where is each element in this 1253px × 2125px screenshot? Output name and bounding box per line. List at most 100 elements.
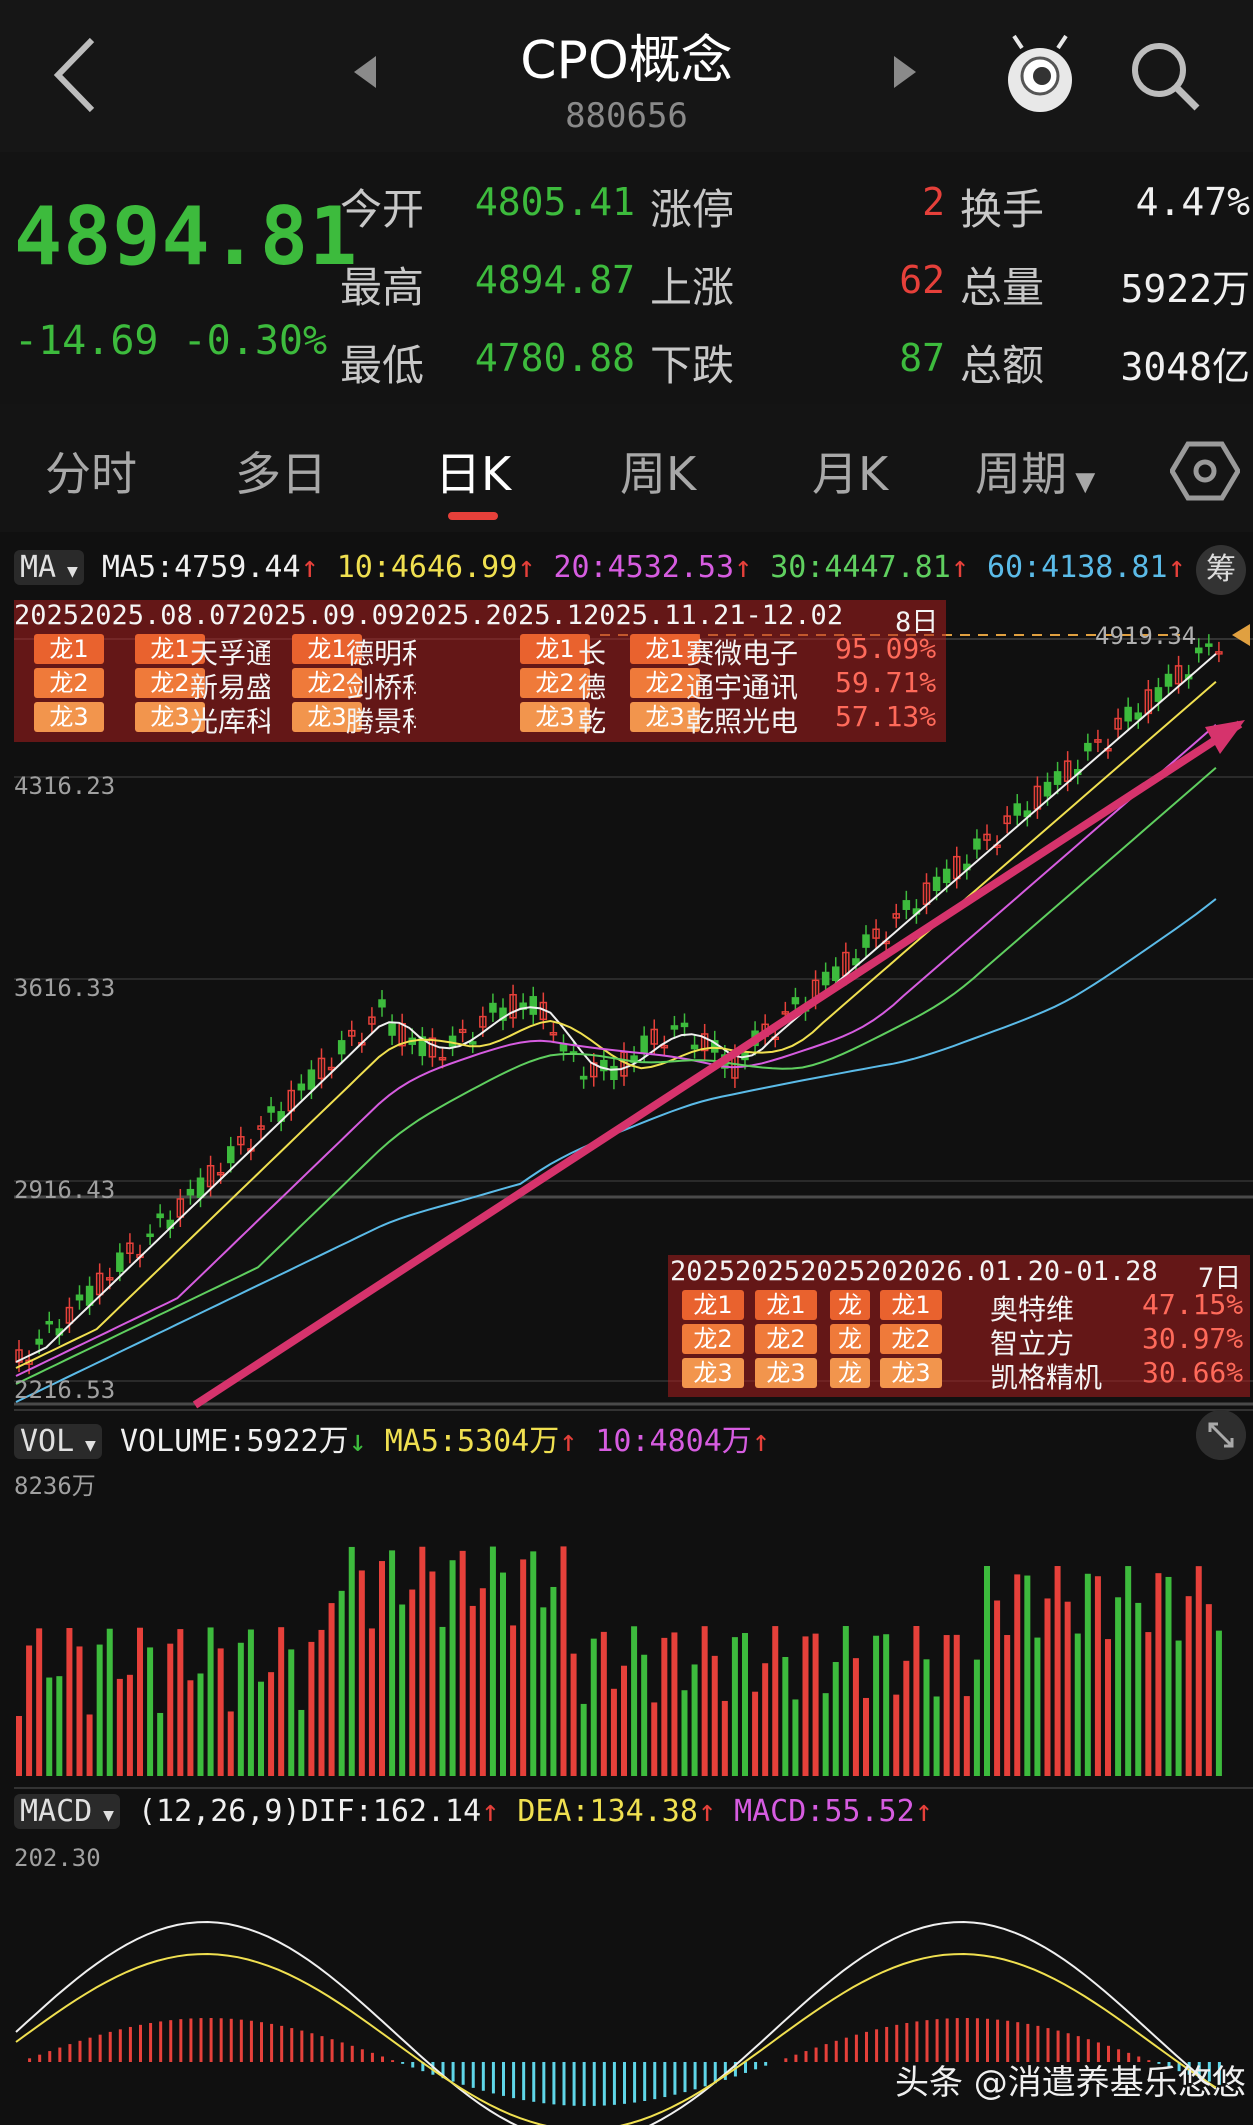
high-value: 4894.87 (474, 258, 635, 302)
volume-bar (772, 1626, 779, 1776)
macd-histogram-bar (48, 2051, 52, 2062)
macd-histogram-bar (310, 2033, 314, 2062)
search-icon[interactable] (1125, 36, 1205, 116)
ma20-line (15, 724, 1217, 1377)
macd-histogram-bar (370, 2052, 374, 2062)
macd-histogram-bar (572, 2062, 576, 2106)
ma30-value: 30:4447.81 (770, 550, 951, 585)
hexagon-settings-icon[interactable] (1170, 440, 1240, 502)
candle-body (932, 876, 941, 891)
tab-weekly-k[interactable]: 周K (620, 447, 697, 501)
falling-value: 87 (899, 336, 945, 380)
dragon-rank-tag: 龙3 (630, 702, 700, 732)
volume-bar (449, 1560, 456, 1776)
dragon-rank-tag: 龙1 (880, 1290, 942, 1320)
volume-bar (580, 1703, 587, 1776)
candle-body (832, 966, 840, 982)
macd-histogram-bar (441, 2062, 445, 2079)
up-arrow-icon: ↑ (697, 1794, 716, 1829)
macd-histogram-bar (663, 2062, 667, 2098)
macd-histogram-bar (431, 2062, 435, 2075)
up-arrow-icon: ↑ (751, 1424, 770, 1459)
tab-daily-k[interactable]: 日K (435, 447, 512, 501)
volume-bar (16, 1716, 22, 1776)
macd-dif-line (15, 1920, 1217, 2125)
volume-bar (671, 1632, 678, 1776)
macd-histogram-bar (340, 2042, 344, 2062)
volume-bar (822, 1693, 829, 1776)
volume-bar (691, 1664, 698, 1776)
limit-up-value: 2 (922, 180, 945, 224)
chip-distribution-button[interactable]: 筹 (1196, 545, 1246, 595)
macd-histogram-bar (1207, 2062, 1211, 2082)
vol-dropdown-label: VOL (20, 1424, 75, 1459)
candle-body (973, 838, 981, 850)
up-arrow-icon: ↑ (950, 550, 969, 585)
active-tab-indicator (448, 512, 498, 520)
rising-value: 62 (899, 258, 945, 302)
dragon-rank-tag: 龙 (830, 1324, 870, 1354)
candle-body (549, 1031, 558, 1036)
candle-body (1043, 781, 1052, 797)
macd-dea-line (15, 1952, 1217, 2125)
dragon-stock-name: 长 (578, 637, 606, 670)
macd-histogram-bar (1187, 2062, 1191, 2075)
chevron-down-icon: ▼ (56, 561, 78, 582)
candle-body (95, 1272, 104, 1296)
macd-histogram-bar (673, 2062, 677, 2095)
ma-dropdown[interactable]: MA ▼ (14, 550, 84, 585)
candle-body (942, 868, 951, 884)
turnover-value: 4.47% (1135, 180, 1250, 224)
low-label: 最低 (340, 341, 425, 390)
macd-dropdown[interactable]: MACD ▼ (14, 1794, 120, 1829)
volume-bar (994, 1600, 1001, 1776)
volume-bar (610, 1688, 617, 1776)
volume-bar (893, 1694, 900, 1776)
prev-stock-icon[interactable] (350, 52, 380, 92)
macd-histogram-bar (1217, 2062, 1221, 2085)
watermark: 头条 @消遣养基乐悠悠 (895, 2063, 1246, 2103)
volume-bar (338, 1590, 345, 1776)
volume-bar (318, 1629, 325, 1776)
chevron-down-icon: ▼ (74, 1435, 96, 1456)
trend-arrow-line (192, 720, 1243, 1409)
back-arrow-icon[interactable] (40, 30, 110, 120)
mascot-icon[interactable] (1000, 30, 1080, 120)
macd-params: (12,26,9) (138, 1794, 301, 1829)
vol-ma10-value: 10:4804万 (595, 1424, 752, 1459)
dragon-stock-pct: 30.97% (1142, 1322, 1244, 1355)
volume-bar (1054, 1566, 1061, 1776)
volume-bar (308, 1641, 315, 1776)
amount-value: 3048亿 (1120, 345, 1250, 389)
macd-histogram-bar (975, 2018, 979, 2062)
volume-bar (913, 1626, 920, 1776)
volume-bar (76, 1646, 83, 1776)
high-label: 最高 (340, 263, 425, 312)
macd-histogram-bar (532, 2062, 536, 2102)
candle-body (156, 1213, 164, 1219)
volume-bar (379, 1561, 385, 1776)
macd-dropdown-label: MACD (20, 1794, 93, 1829)
tab-period[interactable]: 周期 ▼ (975, 438, 1095, 504)
macd-histogram-bar (955, 2018, 959, 2062)
dragon-top-header: 20252025.08.072025.09.092025.2025.12025.… (14, 600, 843, 631)
volume-bar (963, 1696, 970, 1776)
dragon-rank-tag: 龙3 (682, 1358, 744, 1388)
candle-body (267, 1106, 275, 1113)
candle-body (438, 1056, 447, 1061)
vol-dropdown[interactable]: VOL ▼ (14, 1424, 102, 1459)
macd-histogram-bar (1137, 2056, 1141, 2062)
candle-body (1215, 651, 1223, 655)
candle-body (640, 1035, 648, 1053)
tab-multiday[interactable]: 多日 (235, 447, 327, 501)
tab-intraday[interactable]: 分时 (45, 447, 137, 501)
candle-body (1205, 643, 1213, 647)
expand-icon[interactable] (1196, 1410, 1246, 1460)
volume-bar (399, 1604, 406, 1776)
tab-monthly-k[interactable]: 月K (812, 447, 889, 501)
limit-up-label: 涨停 (650, 185, 735, 234)
candle-body (711, 1040, 719, 1053)
volume-bar (268, 1672, 275, 1776)
volume-bar (852, 1658, 859, 1776)
next-stock-icon[interactable] (890, 52, 920, 92)
